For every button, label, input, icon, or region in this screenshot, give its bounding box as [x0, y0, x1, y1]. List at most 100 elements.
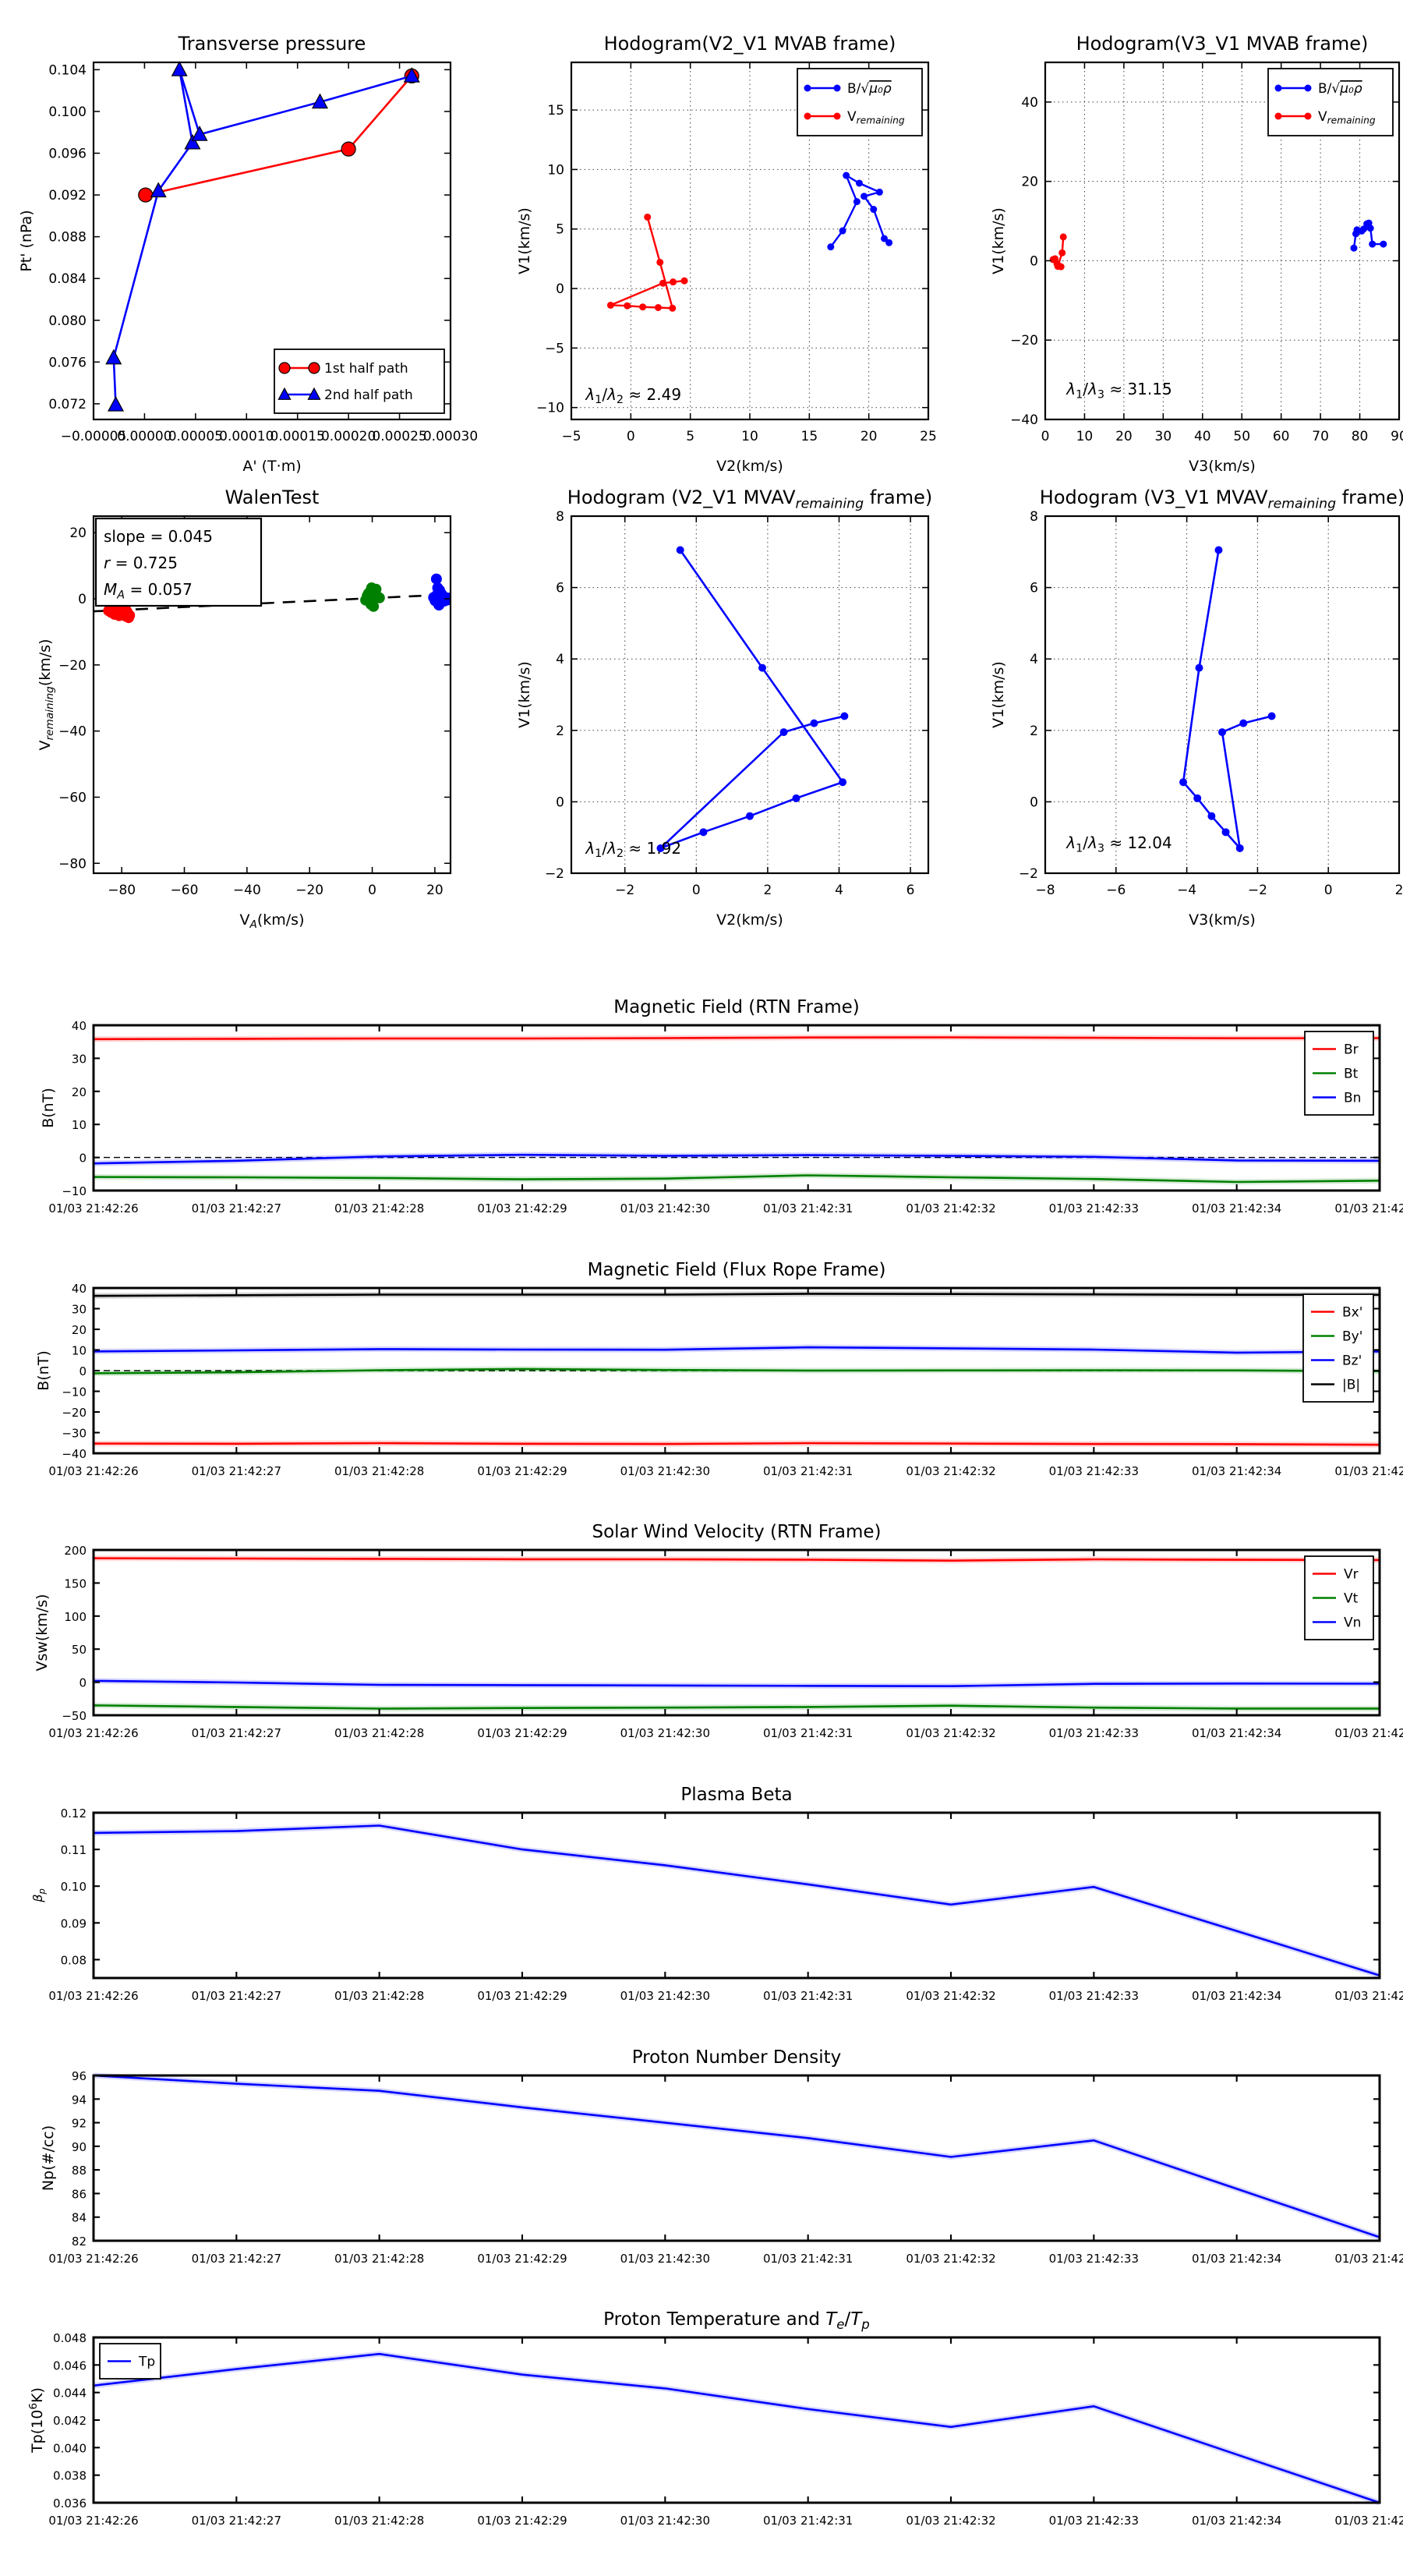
data-point-marker — [827, 243, 835, 251]
legend-label: Vn — [1344, 1615, 1361, 1631]
y-tick-label: 20 — [69, 525, 87, 541]
legend-label: 1st half path — [324, 361, 408, 377]
data-point-marker — [341, 141, 356, 157]
y-tick-label: −10 — [536, 401, 564, 416]
x-tick-label: 01/03 21:42:32 — [906, 1989, 995, 2003]
stats-line: slope = 0.045 — [104, 527, 213, 546]
legend-label: Bx' — [1342, 1305, 1362, 1321]
data-point-marker — [833, 84, 841, 92]
x-tick-label: 01/03 21:42:32 — [906, 1726, 995, 1740]
x-tick-label: 01/03 21:42:30 — [620, 2252, 710, 2266]
series-layer — [93, 1555, 1380, 1712]
series-line — [93, 1153, 1380, 1165]
legend-label: Vr — [1344, 1567, 1359, 1583]
y-tick-label: 10 — [72, 1118, 87, 1132]
data-point-marker — [1054, 263, 1062, 271]
plot-area — [94, 1025, 1380, 1191]
y-tick-label: 0 — [556, 281, 564, 297]
proton-density-chart: 01/03 21:42:26 01/03 21:42:27 01/03 21:42:… — [40, 2047, 1403, 2266]
x-tick-label: −8 — [1035, 883, 1055, 898]
y-tick-label: 0 — [79, 1364, 87, 1378]
data-point-marker — [833, 112, 841, 120]
y-tick-label: 8 — [1030, 509, 1038, 525]
y-tick-label: 20 — [72, 1323, 87, 1337]
y-axis-label: V1(km/s) — [516, 661, 533, 728]
x-tick-label: 01/03 21:42:33 — [1049, 2514, 1139, 2528]
data-point-marker — [875, 188, 883, 196]
x-tick-label: 01/03 21:42:31 — [763, 1989, 853, 2003]
legend-label: Tp — [138, 2355, 155, 2370]
y-tick-label: 15 — [547, 103, 564, 119]
series-layer — [606, 172, 893, 312]
walen-test-chart: −80 −60 −40 −20 0 20 20 0 −20 −40 −60 −80 WalenTest V… — [37, 487, 452, 931]
x-tick-label: 2 — [1395, 883, 1403, 898]
y-tick-label: 0.088 — [48, 230, 87, 246]
data-point-marker — [1058, 249, 1066, 257]
x-axis-label: V3(km/s) — [1189, 458, 1256, 475]
plot-area — [94, 2337, 1380, 2503]
x-tick-label: 01/03 21:42:35 — [1334, 2252, 1403, 2266]
y-tick-label: 84 — [72, 2211, 87, 2225]
x-tick-label: 01/03 21:42:34 — [1192, 2252, 1281, 2266]
x-tick-label: 01/03 21:42:27 — [192, 1726, 281, 1740]
scatter-cluster — [428, 573, 451, 611]
x-tick-label: 01/03 21:42:27 — [192, 1201, 281, 1215]
y-tick-label: 2 — [556, 724, 564, 739]
y-tick-label: 0.076 — [48, 355, 87, 370]
y-tick-label: 40 — [72, 1019, 87, 1033]
chart-title: Hodogram (V2_V1 MVAVremaining frame) — [567, 487, 932, 511]
x-tick-label: 01/03 21:42:27 — [192, 1464, 281, 1478]
data-point-marker — [861, 193, 868, 200]
data-point-marker — [676, 546, 684, 554]
series-line — [93, 593, 451, 613]
y-tick-label: 0.042 — [53, 2414, 87, 2428]
y-tick-label: 0 — [78, 592, 87, 607]
series-line — [93, 1174, 1380, 1184]
y-tick-label: 10 — [72, 1344, 87, 1358]
data-point-marker — [1235, 844, 1244, 852]
legend: Bx' By' Bz' |B| — [1302, 1293, 1374, 1403]
x-tick-label: 01/03 21:42:27 — [192, 1989, 281, 2003]
y-tick-label: 0.072 — [48, 397, 87, 412]
series-layer — [93, 1822, 1380, 1979]
y-tick-label: 0.080 — [48, 313, 87, 329]
data-point-marker — [644, 213, 652, 221]
y-tick-label: −5 — [545, 341, 564, 356]
x-tick-label: 4 — [835, 883, 843, 898]
series-line — [93, 1679, 1380, 1688]
y-tick-label: −40 — [58, 724, 87, 740]
x-tick-label: 50 — [1233, 429, 1250, 444]
y-tick-label: −2 — [545, 866, 564, 882]
y-tick-label: 100 — [64, 1610, 87, 1624]
x-tick-label: 01/03 21:42:34 — [1192, 2514, 1281, 2528]
axes-frame — [1044, 515, 1401, 875]
x-tick-label: 01/03 21:42:26 — [48, 1464, 138, 1478]
x-tick-label: 01/03 21:42:29 — [477, 1726, 567, 1740]
series-line — [93, 1824, 1380, 1976]
annotation: λ1/λ2 ≈ 2.49 — [585, 385, 681, 406]
axes-frame — [92, 1811, 1381, 1980]
y-tick-label: 20 — [1021, 175, 1038, 190]
axes-frame — [92, 1548, 1381, 1717]
x-tick-label: 0 — [692, 883, 701, 898]
x-tick-label: 25 — [920, 429, 937, 444]
series-layer — [93, 2351, 1380, 2506]
legend-label: Vremaining — [847, 109, 905, 126]
data-point-marker — [308, 362, 320, 374]
y-tick-label: 0.092 — [48, 188, 87, 203]
x-tick-label: 01/03 21:42:31 — [763, 1726, 853, 1740]
x-axis-label: V2(km/s) — [716, 911, 783, 929]
stats-line: r = 0.725 — [104, 554, 178, 572]
x-tick-label: 01/03 21:42:30 — [620, 1201, 710, 1215]
x-tick-label: 5 — [686, 429, 694, 444]
y-tick-label: 4 — [1030, 652, 1038, 667]
data-point-marker — [840, 712, 849, 720]
x-tick-label: 0.00015 — [270, 429, 325, 444]
x-axis-label: V2(km/s) — [716, 458, 783, 475]
legend: 1st half path 2nd half path — [274, 349, 445, 414]
y-axis-label: Np(#/cc) — [40, 2125, 57, 2191]
data-point-marker — [810, 719, 818, 727]
x-tick-label: 01/03 21:42:35 — [1334, 1726, 1403, 1740]
y-tick-label: −40 — [1010, 412, 1038, 428]
x-tick-label: 60 — [1273, 429, 1290, 444]
